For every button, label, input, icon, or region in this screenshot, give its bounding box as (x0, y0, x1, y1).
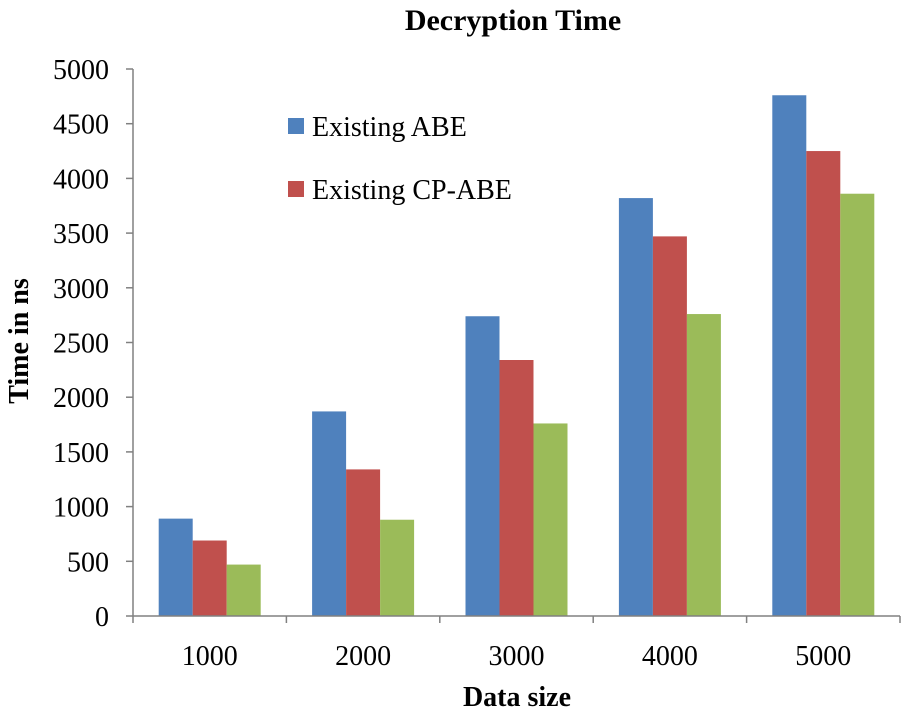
bar-series-2-5000 (806, 151, 841, 617)
y-tick-label: 2500 (53, 329, 109, 360)
x-axis-ticks: 1000 2000 3000 4000 5000 (132, 616, 901, 672)
bar-series-3-5000 (840, 193, 875, 616)
y-tick-label: 500 (67, 547, 109, 578)
bar-series-3-1000 (226, 564, 261, 616)
bar-series-1-4000 (618, 198, 653, 617)
y-tick-label: 5000 (53, 55, 109, 86)
y-tick-label: 1000 (53, 493, 109, 524)
bar-series-3-3000 (533, 423, 568, 616)
bar-series-3-2000 (380, 519, 415, 616)
bar-series-3-4000 (686, 314, 721, 616)
legend-label-2: Existing CP-ABE (312, 175, 512, 206)
y-tick-label: 2000 (53, 383, 109, 414)
bar-series-2-1000 (192, 540, 227, 616)
x-tick-label: 4000 (642, 641, 698, 672)
x-tick-label: 2000 (335, 641, 391, 672)
y-axis-title: Time in ns (4, 278, 35, 404)
bar-series-2-2000 (346, 469, 381, 616)
y-tick-label: 4000 (53, 164, 109, 195)
y-tick-label: 3500 (53, 219, 109, 250)
x-axis-title: Data size (463, 682, 571, 713)
bars (158, 95, 875, 617)
legend: Existing ABE Existing CP-ABE (288, 112, 512, 206)
legend-swatch-2 (288, 181, 304, 197)
bar-series-1-2000 (312, 411, 347, 616)
y-tick-label: 4500 (53, 110, 109, 141)
legend-label-1: Existing ABE (312, 112, 467, 143)
legend-swatch-1 (288, 118, 304, 134)
y-axis-ticks: 0 500 1000 1500 2000 2500 3000 3500 4000 4500 5000 (53, 55, 133, 633)
bar-series-2-3000 (499, 360, 534, 616)
bar-series-1-1000 (158, 518, 193, 616)
x-tick-label: 1000 (182, 641, 238, 672)
x-tick-label: 5000 (795, 641, 851, 672)
y-tick-label: 3000 (53, 274, 109, 305)
y-tick-label: 0 (95, 602, 109, 633)
y-tick-label: 1500 (53, 438, 109, 469)
bar-series-1-5000 (772, 95, 807, 617)
chart-title: Decryption Time (405, 4, 621, 37)
bar-series-1-3000 (465, 316, 500, 616)
x-tick-label: 3000 (489, 641, 545, 672)
bar-series-2-4000 (652, 236, 687, 616)
